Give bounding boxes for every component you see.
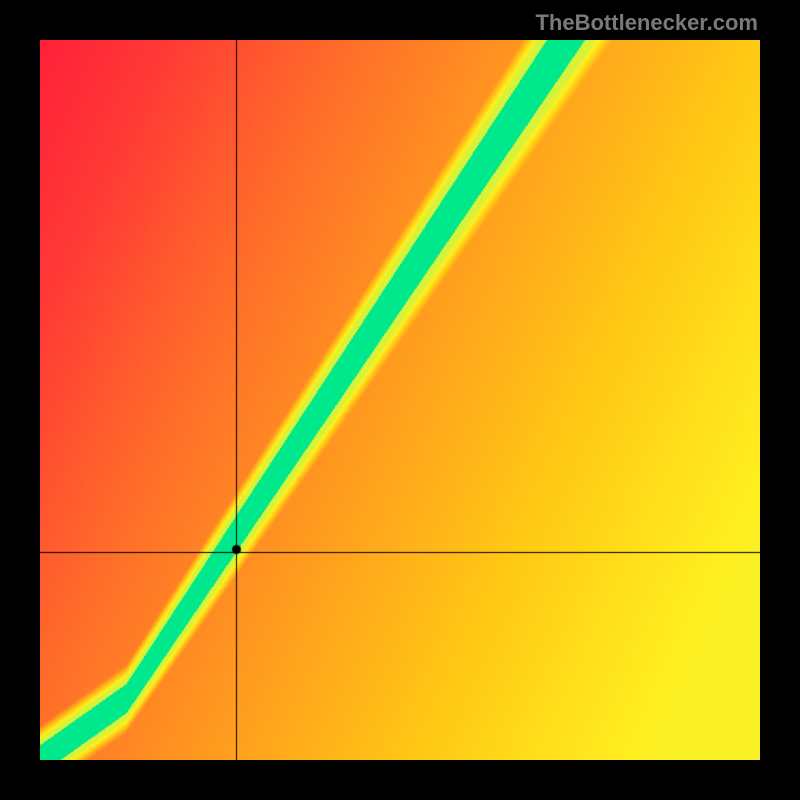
bottleneck-heatmap bbox=[40, 40, 760, 760]
chart-container: TheBottlenecker.com bbox=[0, 0, 800, 800]
watermark-text: TheBottlenecker.com bbox=[535, 10, 758, 36]
